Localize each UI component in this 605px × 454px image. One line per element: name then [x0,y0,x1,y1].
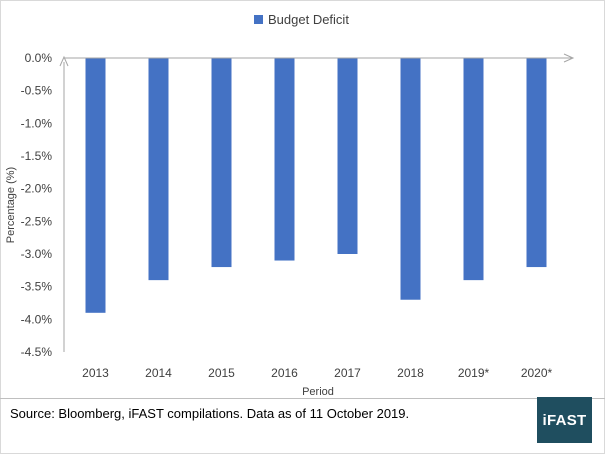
x-tick-label: 2019* [458,366,490,380]
y-axis-arrow [59,55,69,67]
bar-2018 [400,58,421,300]
bar-2020-est [526,58,547,268]
bar-2016 [274,58,295,261]
y-tick-label: -2.0% [21,182,53,196]
ifast-logo: iFAST [537,397,592,443]
x-axis-title: Period [302,386,334,398]
x-axis-arrow [563,53,575,63]
bar-2013 [85,58,106,313]
y-tick-label: -1.5% [21,149,53,163]
bar-2014 [148,58,169,281]
x-tick-label: 2014 [145,366,172,380]
y-tick-label: -4.5% [21,345,53,359]
x-tick-label: 2013 [82,366,109,380]
footer-divider [0,398,605,399]
x-tick-label: 2016 [271,366,298,380]
y-tick-label: 0.0% [25,51,53,65]
y-tick-label: -2.5% [21,214,53,228]
x-tick-label: 2017 [334,366,361,380]
x-tick-label: 2015 [208,366,235,380]
legend-swatch [254,15,263,24]
bar-2015 [211,58,232,268]
y-tick-label: -3.5% [21,280,53,294]
legend-label: Budget Deficit [268,12,349,27]
y-tick-label: -1.0% [21,116,53,130]
bar-2017 [337,58,358,254]
y-tick-label: -0.5% [21,84,53,98]
x-tick-label: 2020* [521,366,553,380]
budget-deficit-chart: Budget Deficit 0.0% -0.5% -1.0% -1.5% -2.0% -2… [5,12,575,398]
bar-2019-est [463,58,484,281]
y-tick-label: -4.0% [21,312,53,326]
y-tick-label: -3.0% [21,247,53,261]
x-tick-label: 2018 [397,366,424,380]
y-axis-title: Percentage (%) [5,167,17,243]
source-note: Source: Bloomberg, iFAST compilations. D… [10,406,410,421]
